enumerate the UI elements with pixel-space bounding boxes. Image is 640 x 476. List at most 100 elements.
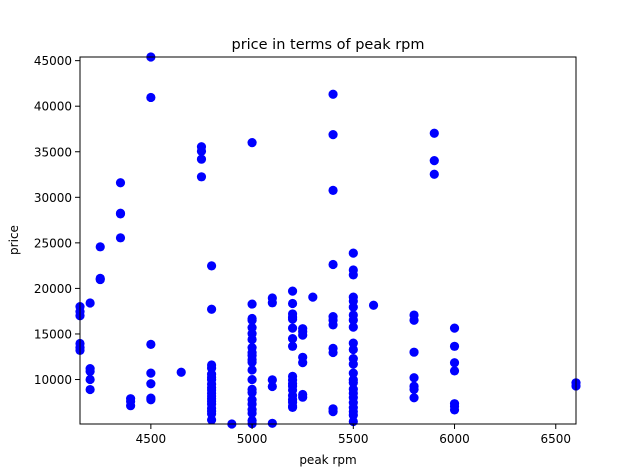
data-point (328, 347, 338, 358)
data-point (328, 259, 338, 270)
data-point (196, 146, 207, 156)
data-point (146, 92, 156, 103)
data-point (196, 154, 207, 164)
data-point (348, 359, 358, 369)
data-point (348, 344, 358, 355)
data-point (115, 233, 126, 243)
data-point (368, 300, 379, 310)
x-axis-ticks: 4500 5000 5500 6000 6500 (136, 424, 571, 446)
data-point (328, 89, 338, 99)
data-point (267, 298, 277, 308)
data-point (287, 323, 298, 333)
data-point (267, 375, 277, 385)
data-point (247, 375, 257, 385)
data-point (328, 130, 338, 140)
y-tick-label: 45000 (34, 54, 72, 68)
data-point (348, 322, 358, 332)
x-tick-label: 5500 (338, 432, 369, 446)
data-point (196, 172, 207, 182)
data-point (247, 357, 257, 367)
data-point (287, 298, 298, 309)
data-point (247, 365, 257, 375)
data-point (115, 209, 126, 219)
data-point (85, 366, 95, 376)
data-point (449, 341, 460, 351)
data-point (429, 169, 439, 179)
data-point (328, 407, 338, 417)
data-point (328, 320, 338, 330)
data-point (348, 338, 358, 348)
data-point (348, 315, 358, 325)
data-point (247, 408, 257, 418)
y-tick-label: 25000 (34, 236, 72, 250)
data-point (85, 298, 95, 308)
data-point (247, 334, 257, 345)
data-point (449, 366, 460, 376)
data-point (429, 128, 439, 138)
y-tick-label: 40000 (34, 100, 72, 114)
y-tick-label: 35000 (34, 145, 72, 159)
data-point (206, 304, 217, 314)
data-point (267, 418, 277, 428)
data-point (95, 274, 105, 285)
data-point (95, 242, 105, 252)
chart-title: price in terms of peak rpm (231, 37, 424, 53)
data-point (206, 415, 217, 425)
data-point (247, 388, 257, 398)
data-point (449, 405, 460, 415)
data-point (409, 373, 419, 383)
data-point (247, 138, 257, 148)
y-tick-label: 30000 (34, 191, 72, 205)
data-point (247, 315, 257, 325)
data-point (115, 178, 126, 188)
data-point (409, 384, 419, 394)
y-axis-label: price (7, 225, 21, 255)
data-point (449, 358, 460, 368)
data-point (348, 368, 358, 378)
x-tick-label: 4500 (136, 432, 167, 446)
data-point (348, 378, 358, 388)
x-tick-label: 6500 (540, 432, 571, 446)
data-point (348, 410, 358, 420)
data-point (348, 270, 358, 280)
data-point (409, 393, 419, 403)
data-point (287, 286, 298, 296)
data-point (85, 384, 95, 395)
x-tick-label: 5000 (237, 432, 268, 446)
y-axis-ticks: 10000 15000 20000 25000 30000 35000 40000 45000 (34, 54, 80, 387)
data-point (298, 330, 308, 340)
data-point (348, 248, 358, 258)
data-point (287, 402, 298, 413)
data-point (348, 302, 358, 312)
data-point (409, 315, 419, 325)
data-point (287, 334, 298, 344)
y-tick-label: 10000 (34, 373, 72, 387)
data-point (287, 341, 298, 351)
data-point (409, 347, 419, 357)
data-point (146, 368, 156, 378)
data-point (449, 323, 460, 333)
x-axis-label: peak rpm (299, 453, 356, 467)
data-point (146, 379, 156, 389)
data-point (429, 156, 439, 166)
plot-area-frame (79, 56, 577, 425)
data-point (206, 261, 217, 271)
y-tick-label: 15000 (34, 327, 72, 341)
data-point (247, 299, 257, 309)
points-layer (75, 52, 581, 429)
data-point (287, 314, 298, 324)
data-point (176, 367, 186, 377)
data-point (328, 185, 338, 195)
data-point (298, 392, 308, 402)
data-point (126, 401, 136, 411)
data-point (146, 339, 156, 349)
data-point (146, 395, 156, 405)
data-point (267, 381, 277, 392)
x-tick-label: 6000 (439, 432, 470, 446)
data-point (308, 292, 318, 302)
data-point (298, 358, 308, 368)
y-tick-label: 20000 (34, 282, 72, 296)
data-point (85, 374, 95, 385)
